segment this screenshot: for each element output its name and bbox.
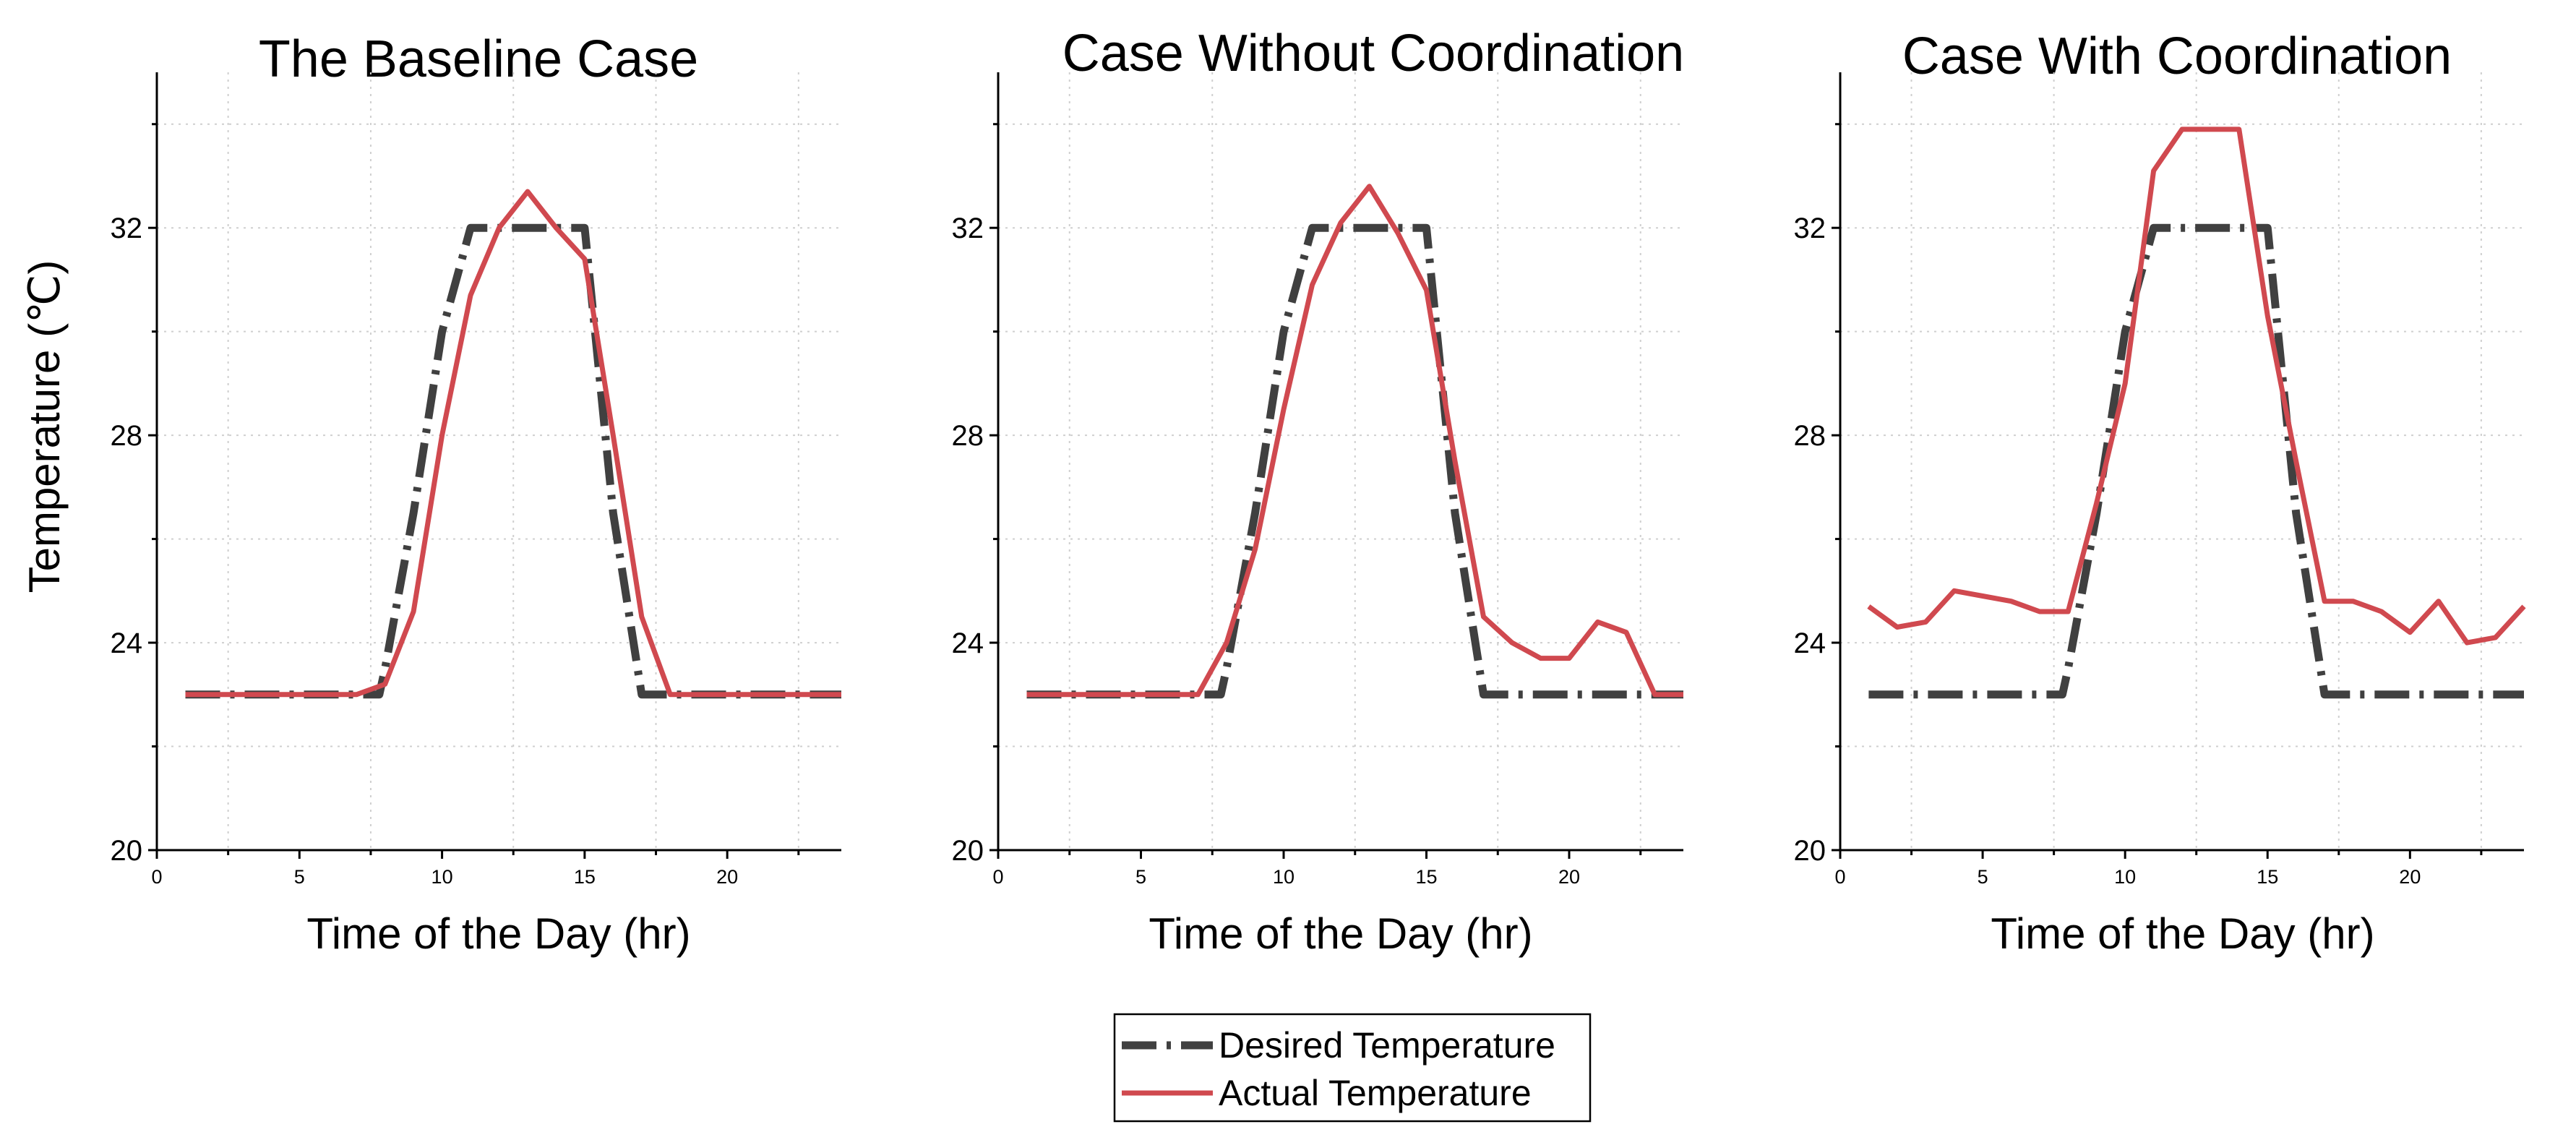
y-tick-label: 20	[1794, 835, 1826, 867]
x-tick-label: 10	[1273, 866, 1295, 888]
y-tick-label: 32	[1794, 213, 1826, 244]
y-tick-label: 28	[111, 420, 143, 452]
x-tick-label: 5	[294, 866, 305, 888]
x-tick-label: 0	[1834, 866, 1845, 888]
legend-box	[1113, 1013, 1592, 1123]
y-tick-label: 32	[111, 213, 143, 244]
y-tick-label: 24	[1794, 627, 1826, 659]
actual-temperature-line	[185, 189, 841, 698]
x-tick-label: 10	[432, 866, 453, 888]
y-tick-label: 24	[952, 627, 984, 659]
panel-title: The Baseline Case	[259, 30, 698, 88]
grid	[998, 72, 1683, 850]
y-tick-label: 28	[952, 420, 984, 452]
x-axis-label: Time of the Day (hr)	[306, 909, 690, 958]
y-tick-label: 24	[111, 627, 143, 659]
x-tick-label: 15	[1415, 866, 1437, 888]
grid	[1840, 72, 2524, 850]
x-axis-label: Time of the Day (hr)	[1991, 909, 2374, 958]
x-tick-label: 15	[2257, 866, 2278, 888]
panel-baseline-case: The Baseline Case Temperature (℃) Time o…	[20, 30, 841, 958]
x-tick-label: 15	[574, 866, 596, 888]
legend-actual-label: Actual Temperature	[1219, 1073, 1532, 1113]
x-tick-label: 5	[1978, 866, 1988, 888]
panel-without-coordination: Case Without Coordination Time of the Da…	[952, 25, 1685, 958]
x-axis-label: Time of the Day (hr)	[1149, 909, 1532, 958]
x-tick-label: 10	[2114, 866, 2136, 888]
legend: Desired Temperature Actual Temperature	[1113, 1013, 1592, 1123]
panel-title: Case With Coordination	[1902, 27, 2452, 85]
y-tick-label: 20	[952, 835, 984, 867]
x-tick-label: 20	[1558, 866, 1580, 888]
grid	[157, 72, 841, 850]
x-tick-label: 5	[1135, 866, 1146, 888]
y-tick-label: 32	[952, 213, 984, 244]
panel-title: Case Without Coordination	[1062, 25, 1684, 82]
x-tick-label: 20	[716, 866, 738, 888]
x-tick-label: 0	[992, 866, 1003, 888]
actual-temperature-line	[1026, 184, 1683, 698]
y-tick-label: 28	[1794, 420, 1826, 452]
panel-with-coordination: Case With Coordination Time of the Day (…	[1794, 27, 2526, 958]
x-tick-label: 0	[151, 866, 162, 888]
desired-temperature-line	[1868, 223, 2524, 699]
legend-desired-label: Desired Temperature	[1219, 1025, 1555, 1066]
actual-temperature-line	[1867, 127, 2526, 646]
x-tick-label: 20	[2399, 866, 2421, 888]
y-tick-label: 20	[111, 835, 143, 867]
y-axis-label: Temperature (℃)	[20, 260, 69, 593]
